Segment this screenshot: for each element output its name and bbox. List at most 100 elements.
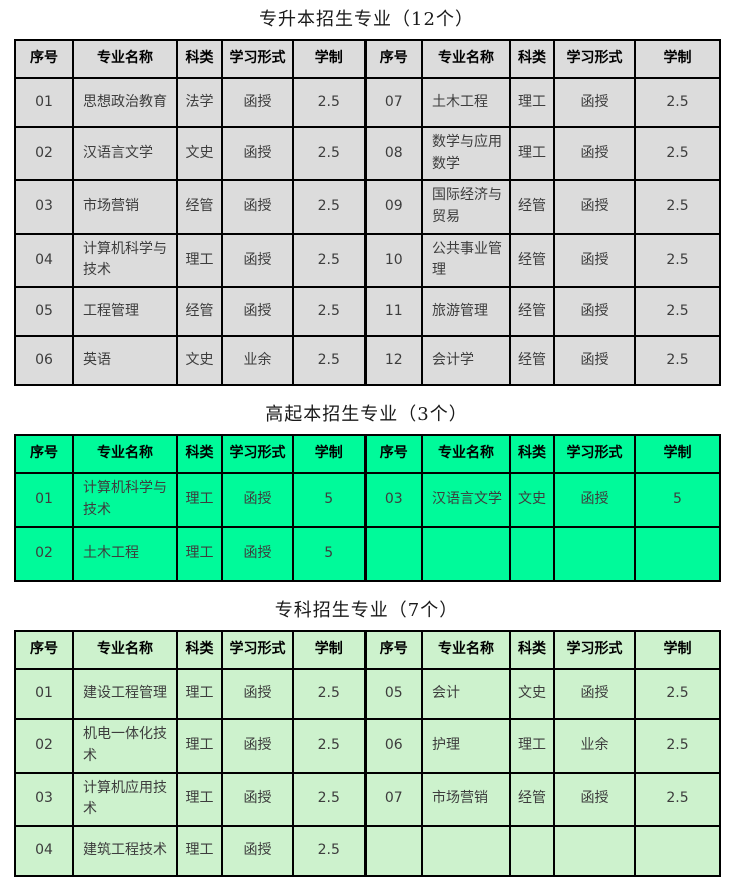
right-seq-cell (363, 824, 423, 877)
right-category-cell: 经管 (509, 232, 555, 289)
column-header-duration: 学制 (292, 434, 366, 475)
left-seq-cell: 05 (14, 286, 74, 338)
left-duration-cell: 2.5 (292, 718, 366, 774)
right-form-cell: 函授 (553, 77, 636, 128)
right-form-cell: 函授 (553, 286, 636, 338)
left-seq-cell: 01 (14, 472, 74, 529)
right-major-cell: 数学与应用数学 (421, 125, 511, 182)
right-form-cell: 函授 (553, 668, 636, 721)
table-row: 03 计算机应用技术 理工 函授 2.5 07 市场营销 经管 函授 2.5 (14, 771, 721, 827)
left-major-cell: 机电一体化技术 (72, 718, 178, 774)
right-seq-cell: 09 (363, 179, 423, 235)
left-form-cell: 函授 (221, 286, 294, 338)
right-major-cell: 土木工程 (421, 77, 511, 128)
zhuanshengben-table-body: 01 思想政治教育 法学 函授 2.5 07 土木工程 理工 函授 2.5 02 汉语言文学 文史 函授 2… (14, 77, 721, 387)
table-row: 02 土木工程 理工 函授 5 (14, 526, 721, 583)
right-form-cell: 函授 (553, 335, 636, 387)
zhuanke-table: 序号 专业名称 科类 学习形式 学制 序号 专业名称 科类 学习形式 学制 01… (14, 630, 721, 877)
right-category-cell (509, 824, 555, 877)
left-form-cell: 函授 (221, 771, 294, 827)
column-header-seq: 序号 (14, 434, 74, 475)
right-seq-cell (363, 526, 423, 583)
left-category-cell: 理工 (176, 526, 223, 583)
column-header-category: 科类 (509, 434, 555, 475)
right-major-cell: 国际经济与贸易 (421, 179, 511, 235)
left-seq-cell: 02 (14, 526, 74, 583)
right-duration-cell: 2.5 (634, 232, 721, 289)
right-category-cell: 理工 (509, 77, 555, 128)
left-seq-cell: 01 (14, 77, 74, 128)
zhuanshengben-table: 序号 专业名称 科类 学习形式 学制 序号 专业名称 科类 学习形式 学制 01… (14, 39, 721, 387)
right-form-cell (553, 526, 636, 583)
column-header-major: 专业名称 (72, 39, 178, 79)
column-header-seq: 序号 (363, 630, 423, 671)
left-category-cell: 经管 (176, 286, 223, 338)
right-duration-cell: 2.5 (634, 335, 721, 387)
left-duration-cell: 2.5 (292, 824, 366, 877)
table-row: 02 机电一体化技术 理工 函授 2.5 06 护理 理工 业余 2.5 (14, 718, 721, 774)
left-seq-cell: 03 (14, 179, 74, 235)
left-major-cell: 工程管理 (72, 286, 178, 338)
right-duration-cell: 2.5 (634, 77, 721, 128)
column-header-form: 学习形式 (221, 39, 294, 79)
left-seq-cell: 02 (14, 718, 74, 774)
right-seq-cell: 07 (363, 77, 423, 128)
right-form-cell: 函授 (553, 472, 636, 529)
left-category-cell: 理工 (176, 718, 223, 774)
column-header-category: 科类 (509, 39, 555, 79)
column-header-major: 专业名称 (421, 434, 511, 475)
left-duration-cell: 5 (292, 472, 366, 529)
right-major-cell: 汉语言文学 (421, 472, 511, 529)
left-form-cell: 函授 (221, 125, 294, 182)
right-seq-cell: 11 (363, 286, 423, 338)
column-header-major: 专业名称 (72, 630, 178, 671)
right-category-cell: 经管 (509, 179, 555, 235)
column-header-category: 科类 (176, 434, 223, 475)
right-duration-cell: 2.5 (634, 718, 721, 774)
right-duration-cell: 5 (634, 472, 721, 529)
left-major-cell: 英语 (72, 335, 178, 387)
column-header-duration: 学制 (634, 39, 721, 79)
gaoqiben-table-title: 高起本招生专业（3个） (265, 404, 468, 426)
column-header-major: 专业名称 (72, 434, 178, 475)
right-form-cell: 函授 (553, 125, 636, 182)
left-duration-cell: 2.5 (292, 335, 366, 387)
right-duration-cell (634, 824, 721, 877)
left-duration-cell: 2.5 (292, 77, 366, 128)
left-form-cell: 函授 (221, 718, 294, 774)
left-category-cell: 理工 (176, 771, 223, 827)
table-row: 01 计算机科学与技术 理工 函授 5 03 汉语言文学 文史 函授 5 (14, 472, 721, 529)
column-header-duration: 学制 (292, 630, 366, 671)
right-major-cell: 市场营销 (421, 771, 511, 827)
left-major-cell: 计算机科学与技术 (72, 232, 178, 289)
right-form-cell: 函授 (553, 771, 636, 827)
right-major-cell: 会计 (421, 668, 511, 721)
column-header-form: 学习形式 (553, 630, 636, 671)
left-major-cell: 汉语言文学 (72, 125, 178, 182)
right-category-cell: 经管 (509, 771, 555, 827)
left-seq-cell: 04 (14, 232, 74, 289)
zhuanke-table-title: 专科招生专业（7个） (274, 600, 459, 622)
table-row: 04 建筑工程技术 理工 函授 2.5 (14, 824, 721, 877)
right-category-cell: 理工 (509, 125, 555, 182)
left-category-cell: 文史 (176, 125, 223, 182)
zhuanshengben-table-title: 专升本招生专业（12个） (259, 9, 474, 30)
right-form-cell (553, 824, 636, 877)
table-row: 01 思想政治教育 法学 函授 2.5 07 土木工程 理工 函授 2.5 (14, 77, 721, 128)
column-header-major: 专业名称 (421, 630, 511, 671)
right-form-cell: 函授 (553, 179, 636, 235)
left-major-cell: 土木工程 (72, 526, 178, 583)
right-category-cell: 文史 (509, 668, 555, 721)
left-category-cell: 理工 (176, 668, 223, 721)
right-duration-cell: 2.5 (634, 771, 721, 827)
column-header-category: 科类 (176, 39, 223, 79)
right-duration-cell: 2.5 (634, 286, 721, 338)
table-row: 04 计算机科学与技术 理工 函授 2.5 10 公共事业管理 经管 函授 2.5 (14, 232, 721, 289)
table-row: 02 汉语言文学 文史 函授 2.5 08 数学与应用数学 理工 函授 2.5 (14, 125, 721, 182)
table-row: 03 市场营销 经管 函授 2.5 09 国际经济与贸易 经管 函授 2.5 (14, 179, 721, 235)
column-header-seq: 序号 (363, 39, 423, 79)
right-duration-cell: 2.5 (634, 179, 721, 235)
column-header-seq: 序号 (14, 39, 74, 79)
left-form-cell: 函授 (221, 526, 294, 583)
right-duration-cell: 2.5 (634, 668, 721, 721)
